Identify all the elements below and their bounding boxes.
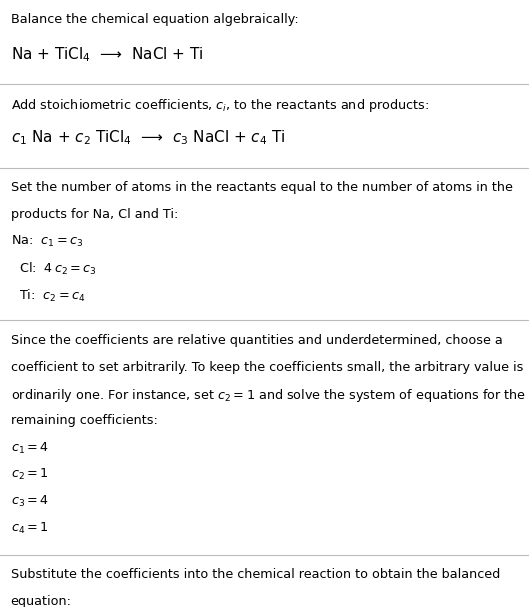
Text: $c_4 = 1$: $c_4 = 1$ — [11, 521, 48, 536]
Text: Cl:  $4\,c_2 = c_3$: Cl: $4\,c_2 = c_3$ — [11, 261, 96, 277]
Text: Add stoichiometric coefficients, $c_i$, to the reactants and products:: Add stoichiometric coefficients, $c_i$, … — [11, 97, 428, 114]
Text: $c_1$ Na + $c_2$ TiCl$_4$  ⟶  $c_3$ NaCl + $c_4$ Ti: $c_1$ Na + $c_2$ TiCl$_4$ ⟶ $c_3$ NaCl +… — [11, 129, 285, 148]
Text: Na:  $c_1 = c_3$: Na: $c_1 = c_3$ — [11, 234, 83, 249]
Text: Since the coefficients are relative quantities and underdetermined, choose a: Since the coefficients are relative quan… — [11, 334, 503, 347]
Text: $c_3 = 4$: $c_3 = 4$ — [11, 494, 49, 509]
Text: remaining coefficients:: remaining coefficients: — [11, 414, 158, 427]
Text: Set the number of atoms in the reactants equal to the number of atoms in the: Set the number of atoms in the reactants… — [11, 181, 513, 194]
Text: equation:: equation: — [11, 595, 71, 607]
Text: Na + TiCl$_4$  ⟶  NaCl + Ti: Na + TiCl$_4$ ⟶ NaCl + Ti — [11, 45, 203, 64]
Text: Substitute the coefficients into the chemical reaction to obtain the balanced: Substitute the coefficients into the che… — [11, 568, 500, 581]
Text: $c_2 = 1$: $c_2 = 1$ — [11, 467, 48, 483]
Text: Balance the chemical equation algebraically:: Balance the chemical equation algebraica… — [11, 13, 298, 26]
Text: coefficient to set arbitrarily. To keep the coefficients small, the arbitrary va: coefficient to set arbitrarily. To keep … — [11, 361, 523, 373]
Text: Ti:  $c_2 = c_4$: Ti: $c_2 = c_4$ — [11, 288, 85, 304]
Text: ordinarily one. For instance, set $c_2 = 1$ and solve the system of equations fo: ordinarily one. For instance, set $c_2 =… — [11, 387, 526, 404]
Text: $c_1 = 4$: $c_1 = 4$ — [11, 441, 49, 456]
Text: products for Na, Cl and Ti:: products for Na, Cl and Ti: — [11, 208, 178, 220]
